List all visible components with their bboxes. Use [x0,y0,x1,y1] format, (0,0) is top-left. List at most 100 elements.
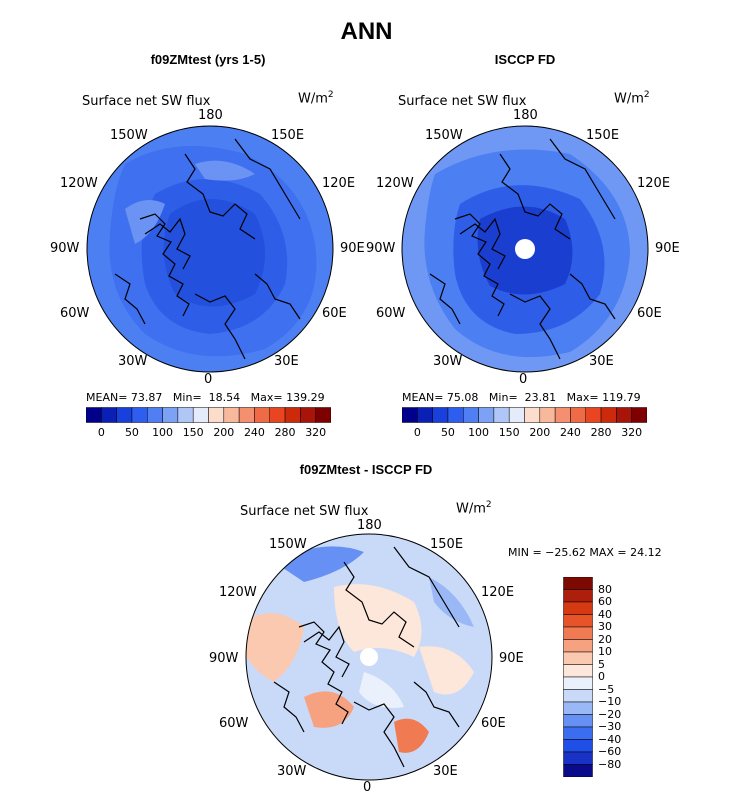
colorbar-tick-label: −10 [598,695,622,708]
coastlines [114,138,301,360]
colorbar-swatch [86,407,102,423]
lon-label-30e: 30E [589,354,614,369]
colorbar-tick-label: 30 [598,620,612,633]
polar-hole [515,239,535,259]
stats-model: MEAN= 73.87 Min= 18.54 Max= 139.29 [86,391,325,404]
lon-label-180: 180 [513,108,538,123]
colorbar-tick-label: 280 [590,426,612,439]
colorbar-swatch [508,407,525,423]
colorbar-swatch [563,651,593,665]
polar-hole [360,648,378,666]
colorbar-tick-label: 40 [598,607,612,621]
colorbar-swatch [101,407,117,423]
lon-label-30e: 30E [433,764,458,779]
lon-label-150e: 150E [271,128,305,143]
colorbar-tick-label: 320 [305,426,327,439]
map-field-patches [125,160,255,244]
lon-label-180: 180 [198,108,223,123]
lon-label-150e: 150E [586,128,620,143]
units-label-obs: W/m2 [614,90,650,107]
minmax-diff: MIN = −25.62 MAX = 24.12 [508,546,662,559]
colorbar-swatch [177,407,194,423]
colorbar-tick-label: 5 [598,657,605,671]
lon-label-60e: 60E [637,306,662,321]
colorbar-tick-label: 50 [440,426,455,439]
lon-label-90w: 90W [50,241,80,256]
lon-label-150w: 150W [110,128,148,143]
map-field-positive [419,646,474,695]
colorbar-swatch [563,626,593,640]
lon-label-90w: 90W [209,651,239,666]
map-field-neutral [359,672,404,708]
colorbar-tick-label: 100 [152,426,174,439]
lon-label-120w: 120W [219,585,257,600]
colorbar-swatch [315,407,331,423]
colorbar-swatch [269,407,286,423]
colorbar-swatch [116,407,133,423]
colorbar-tick-label: 10 [598,645,612,658]
colorbar-labels-model: 0 50 100 150 200 240 280 320 [86,426,331,440]
colorbar-tick-label: 80 [598,582,612,596]
colorbar-tick-label: 20 [598,632,612,646]
colorbar-swatch [563,639,593,653]
colorbar-swatch [238,407,255,423]
lon-label-120e: 120E [637,176,671,191]
colorbar-swatch [539,407,556,423]
lon-label-60w: 60W [60,306,90,321]
lon-label-120w: 120W [376,176,414,191]
colorbar-swatch [563,714,593,728]
colorbar-tick-label: 100 [468,426,490,439]
colorbar-swatch [563,701,593,715]
lon-label-90e: 90E [340,241,365,256]
colorbar-tick-label: −60 [598,745,622,758]
variable-label-obs: Surface net SW flux [398,94,527,109]
colorbar-swatch [284,407,301,423]
colorbar-swatch [563,764,593,777]
map-field-positive [304,691,354,728]
lon-label-120e: 120E [481,585,515,600]
colorbar-tick-label: −30 [598,720,622,733]
lon-label-120e: 120E [322,176,356,191]
colorbar-swatch [563,601,593,615]
lon-label-30e: 30E [274,354,299,369]
colorbar-swatch [563,664,593,678]
colorbar-swatch [223,407,240,423]
colorbar-tick-label: 0 [598,670,605,683]
colorbar-swatch [131,407,148,423]
colorbar-swatch [563,614,593,628]
lon-label-90e: 90E [655,241,680,256]
colorbar-tick-label: 200 [529,426,551,439]
colorbar-tick-label: 0 [413,426,421,439]
colorbar-swatch [432,407,449,423]
colorbar-swatch [563,739,593,753]
coastlines [429,138,616,360]
lon-label-150e: 150E [430,537,464,552]
colorbar-labels-diff: 80 60 40 30 20 10 5 0 −5 −10 −20 −30 −40 −60 −80 [598,577,658,777]
colorbar-swatch [616,407,632,423]
polar-map-obs [401,125,649,373]
map-border [245,533,493,781]
colorbar-swatch [463,407,479,423]
colorbar-swatch [208,407,225,423]
lon-label-90w: 90W [366,241,396,256]
colorbar-swatch [254,407,270,423]
lon-label-120w: 120W [60,176,98,191]
panel-title-model: f09ZMtest (yrs 1-5) [150,52,266,67]
colorbar-tick-label: 60 [598,595,612,608]
polar-map-model [86,125,334,373]
colorbar-tick-label: 240 [243,426,265,439]
colorbar-swatch [524,407,541,423]
colorbar-swatch [162,407,179,423]
variable-label-model: Surface net SW flux [82,94,211,109]
lon-label-0: 0 [204,372,213,387]
lon-label-60w: 60W [376,306,406,321]
colorbar-swatch [631,407,647,423]
colorbar-tick-label: 50 [124,426,139,439]
colorbar-tick-label: −40 [598,732,622,746]
colorbar-swatch [563,577,593,590]
lon-label-30w: 30W [118,354,148,369]
colorbar-swatch [563,726,593,740]
lon-label-30w: 30W [277,764,307,779]
colorbar-swatch [585,407,602,423]
lon-label-60e: 60E [322,306,347,321]
